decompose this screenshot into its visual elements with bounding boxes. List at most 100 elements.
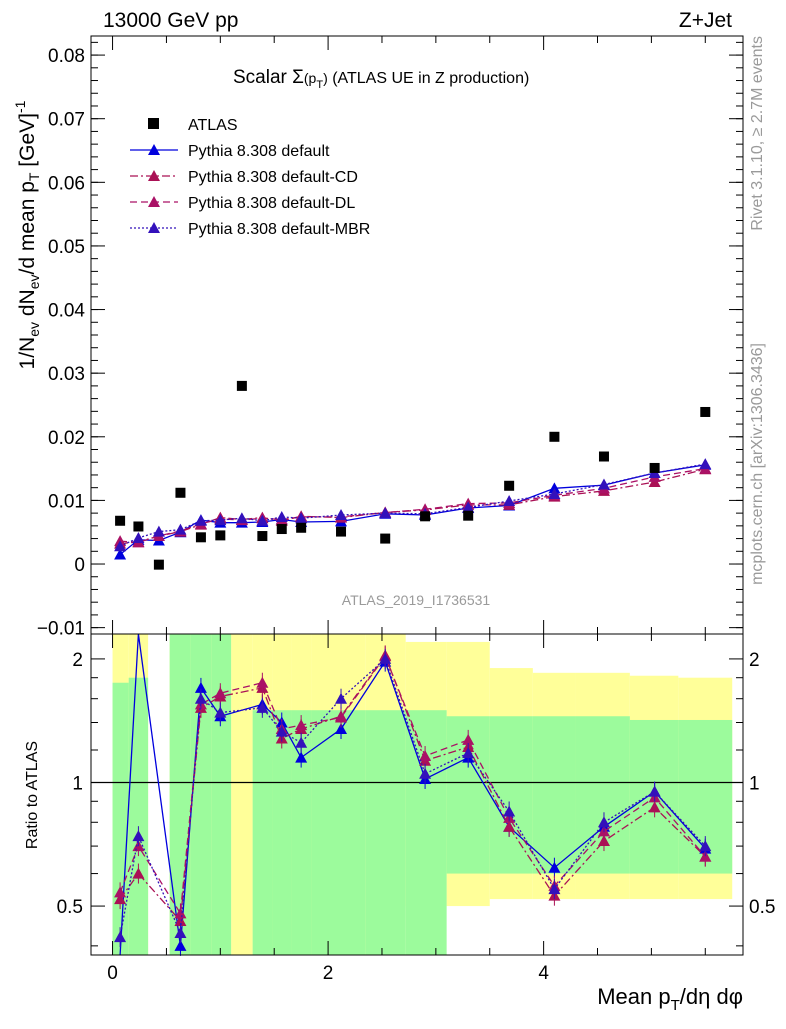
x-tick-label: 0 (107, 963, 118, 984)
top-frame: −0.01 0 0.01 0.02 0.03 0.04 0.05 0.06 0.07 0.08 (37, 35, 744, 640)
marker-dotted (132, 531, 145, 543)
data-point (195, 532, 206, 543)
legend-label: ATLAS (188, 117, 238, 134)
marker-dotted (214, 514, 227, 526)
ratio-marker-solid (174, 939, 187, 951)
legend-marker-dashed (148, 196, 160, 207)
uncertainty-band-inner (252, 710, 273, 955)
marker-dotted (152, 525, 165, 537)
data-point (215, 530, 226, 541)
legend-label: Pythia 8.308 default-DL (188, 195, 355, 212)
y-tick-label: 0.06 (48, 173, 85, 194)
ratio-y-tick-label-right: 0.5 (749, 897, 775, 918)
ratio-y-tick-label: 2 (72, 650, 83, 671)
ratio-marker-dotted (699, 840, 712, 852)
marker-dotted (114, 540, 127, 552)
data-point (236, 380, 247, 391)
series-line-dashed (120, 467, 706, 544)
series-line-solid (119, 464, 706, 556)
y-tick-label: 0.08 (48, 46, 85, 67)
uncertainty-band-inner (291, 710, 312, 955)
ratio-marker-dotted (597, 816, 610, 828)
data-point (153, 559, 164, 570)
ratio-marker-dotted (548, 883, 561, 895)
ratio-marker-dotted (275, 725, 288, 737)
ratio-marker-dashed (419, 750, 432, 762)
y-tick-label: 0.05 (48, 237, 85, 258)
ratio-marker-solid (295, 751, 308, 763)
ratio-marker-solid (335, 722, 348, 734)
data-point (133, 521, 144, 532)
ratio-marker-dotted (256, 701, 269, 713)
data-point (336, 526, 347, 537)
marker-dotted (548, 488, 561, 500)
marker-dotted (699, 458, 712, 470)
data-point (257, 531, 268, 542)
marker-dotted (503, 495, 516, 507)
ratio-y-tick-label-right: 1 (749, 773, 760, 794)
uncertainty-band-inner (169, 634, 191, 955)
y-axis-label: 1/Nev dNev/d mean pT [GeV]-1 (12, 100, 42, 369)
y-tick-label: 0.03 (48, 364, 85, 385)
ratio-marker-dotted (462, 746, 475, 758)
marker-dotted (235, 512, 248, 524)
ratio-marker-solid (194, 681, 207, 693)
legend-marker-dashdot (148, 170, 160, 181)
ratio-marker-dotted (132, 830, 145, 842)
ratio-marker-dotted (379, 652, 392, 664)
marker-dotted (295, 512, 308, 524)
ratio-marker-dashdot (132, 867, 145, 879)
y-tick-label: 0.07 (48, 110, 85, 131)
ratio-panel (91, 633, 743, 956)
marker-dotted (597, 478, 610, 490)
data-point (296, 522, 307, 533)
analysis-watermark: ATLAS_2019_I1736531 (342, 592, 491, 608)
x-tick-label: 4 (538, 963, 549, 984)
legend-label: Pythia 8.308 default-CD (188, 169, 358, 186)
marker-solid (114, 548, 127, 560)
ratio-marker-dotted (214, 706, 227, 718)
y-tick-label: −0.01 (37, 619, 85, 640)
data-point (463, 510, 474, 521)
rivet-label: Rivet 3.1.10, ≥ 2.7M events (749, 36, 766, 231)
marker-dotted (275, 510, 288, 522)
ratio-marker-dashed (174, 907, 187, 919)
series-line-dotted (119, 463, 706, 547)
uncertainty-band-inner (532, 716, 576, 874)
uncertainty-band-inner (365, 710, 406, 955)
ratio-axes-box (90, 633, 744, 956)
marker-dotted (174, 523, 187, 535)
uncertainty-band-inner (489, 716, 533, 874)
ratio-marker-dashed (256, 676, 269, 688)
ratio-marker-dotted (114, 931, 127, 943)
ratio-y-tick-label-right: 2 (749, 650, 760, 671)
ratio-axis-label: Ratio to ATLAS (24, 741, 41, 849)
data-point (504, 480, 515, 491)
marker-dotted (335, 509, 348, 521)
ratio-marker-dotted (295, 736, 308, 748)
ratio-marker-dotted (419, 767, 432, 779)
uncertainty-band-inner (190, 634, 212, 955)
legend-label: Pythia 8.308 default (188, 143, 330, 160)
x-tick-label: 2 (323, 963, 334, 984)
ratio-frame: 0.5 0.5 1 1 2 2 0 2 4 (57, 633, 775, 984)
marker-dotted (379, 507, 392, 519)
ratio-marker-dotted (648, 785, 661, 797)
uncertainty-band-inner (211, 634, 232, 955)
uncertainty-band-inner (112, 682, 129, 955)
data-point (175, 487, 186, 498)
ratio-marker-dashed (214, 687, 227, 699)
ratio-marker-dotted (194, 692, 207, 704)
data-point (549, 431, 560, 442)
ratio-y-tick-label: 1 (72, 773, 83, 794)
legend-label: Pythia 8.308 default-MBR (188, 221, 370, 238)
data-point (649, 462, 660, 473)
legend: ATLAS Pythia 8.308 default Pythia 8.308 de… (130, 117, 370, 238)
y-tick-label: 0.02 (48, 428, 85, 449)
x-axis-label: Mean pT/dη dφ (597, 984, 743, 1014)
mcplots-label: mcplots.cern.ch [arXiv:1306.3436] (749, 343, 766, 585)
marker-dotted (462, 501, 475, 513)
uncertainty-band-inner (311, 710, 366, 955)
